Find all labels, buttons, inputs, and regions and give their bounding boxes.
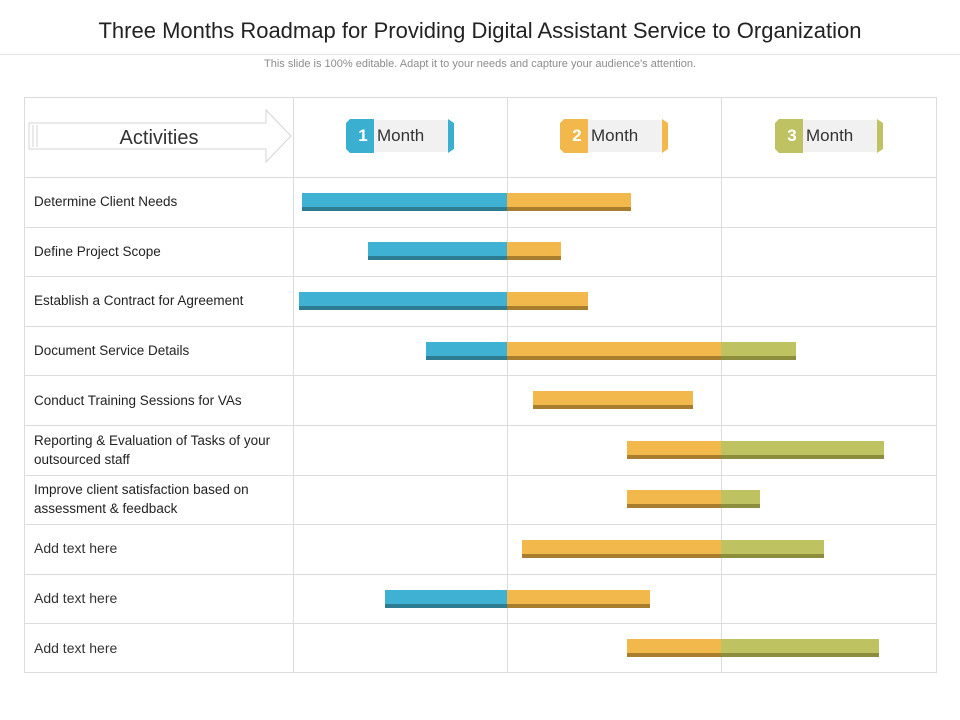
grid-hline xyxy=(24,574,937,575)
grid-hline xyxy=(24,375,937,376)
gantt-bar-month-2 xyxy=(626,639,721,658)
gantt-bar-month-2 xyxy=(521,540,721,558)
activity-label: Reporting & Evaluation of Tasks of your … xyxy=(34,432,271,467)
gantt-bar-month-1 xyxy=(301,192,507,211)
gantt-bar-month-3 xyxy=(721,490,760,509)
grid-hline xyxy=(24,326,937,327)
grid-hline xyxy=(24,425,937,426)
grid-vline xyxy=(293,97,294,673)
activity-label: Establish a Contract for Agreement xyxy=(34,293,244,309)
activity-label: Improve client satisfaction based on ass… xyxy=(34,482,249,517)
gantt-bar-month-3 xyxy=(721,341,796,360)
title-divider xyxy=(0,54,960,55)
gantt-bar-month-2 xyxy=(626,490,721,509)
gantt-bar-month-2 xyxy=(507,341,721,360)
activities-header: Activities xyxy=(119,127,199,149)
gantt-bar-month-1 xyxy=(299,292,507,310)
page-title: Three Months Roadmap for Providing Digit… xyxy=(98,18,862,43)
month-2-badge-icon xyxy=(560,119,668,153)
grid-hline xyxy=(24,276,937,277)
grid-hline xyxy=(24,623,937,624)
grid-vline xyxy=(721,97,722,673)
gantt-bar-month-1 xyxy=(425,341,507,360)
grid-hline xyxy=(24,97,937,98)
gantt-bar-month-2 xyxy=(532,391,694,410)
gantt-bar-month-2 xyxy=(507,242,561,261)
activity-label: Define Project Scope xyxy=(34,243,161,259)
month-2-label: Month xyxy=(591,126,639,145)
gantt-bar-month-1 xyxy=(367,242,507,261)
activity-label: Add text here xyxy=(34,590,118,607)
month-1-header: 1 Month xyxy=(346,119,456,153)
month-3-badge-icon xyxy=(775,119,883,153)
gantt-bar-month-2 xyxy=(507,292,589,310)
gantt-bar-month-2 xyxy=(507,192,632,211)
month-1-number: 1 xyxy=(358,126,368,145)
gantt-bar-month-3 xyxy=(721,540,824,558)
gantt-bar-month-3 xyxy=(721,639,880,658)
grid-vline xyxy=(507,97,508,673)
month-1-label: Month xyxy=(377,126,425,145)
month-3-label: Month xyxy=(806,126,854,145)
page-subtitle: This slide is 100% editable. Adapt it to… xyxy=(264,58,696,70)
grid-hline xyxy=(24,227,937,228)
grid-hline xyxy=(24,524,937,525)
month-2-number: 2 xyxy=(572,126,582,145)
month-3-header: 3 Month xyxy=(775,119,885,153)
grid-hline xyxy=(24,475,937,476)
month-1-badge-icon xyxy=(346,119,454,153)
activity-label: Add text here xyxy=(34,540,118,557)
roadmap-grid: Activities 1 Month 2 Month 3 Month Deter… xyxy=(24,97,937,673)
gantt-bar-month-1 xyxy=(385,589,507,608)
activities-arrow-icon xyxy=(28,109,292,163)
month-2-header: 2 Month xyxy=(560,119,670,153)
grid-vline xyxy=(24,97,25,673)
grid-hline xyxy=(24,672,937,673)
grid-vline xyxy=(936,97,937,673)
activity-label: Determine Client Needs xyxy=(34,194,178,210)
gantt-bar-month-2 xyxy=(507,589,651,608)
gantt-bar-month-3 xyxy=(721,440,884,459)
activity-label: Conduct Training Sessions for VAs xyxy=(34,392,242,408)
grid-hline xyxy=(24,177,937,178)
month-3-number: 3 xyxy=(787,126,797,145)
activity-label: Document Service Details xyxy=(34,343,190,359)
activity-label: Add text here xyxy=(34,639,118,656)
gantt-bar-month-2 xyxy=(626,440,721,459)
